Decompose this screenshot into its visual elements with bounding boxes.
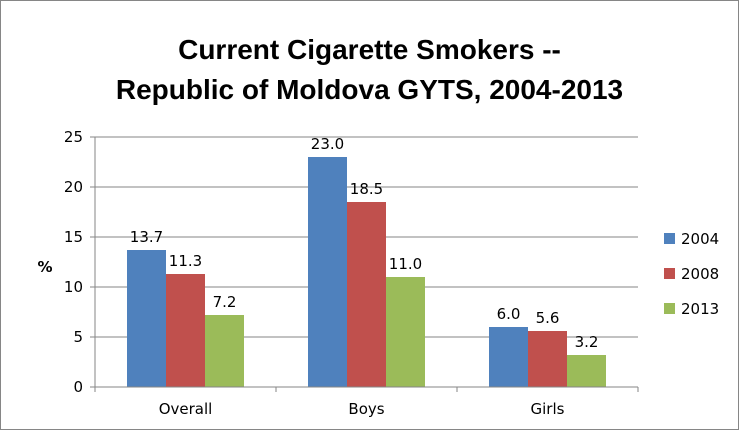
x-axis-ticks: Overall Boys Girls <box>95 386 638 418</box>
y-axis-ticks: 0 5 10 15 20 25 <box>64 128 83 396</box>
bar-2013-girls <box>567 355 606 387</box>
bar-2013-boys <box>386 277 425 387</box>
bar-2008-overall <box>166 274 205 387</box>
bar-2004-boys <box>308 157 347 387</box>
data-label: 6.0 <box>497 305 521 323</box>
x-tick-label: Overall <box>159 400 213 418</box>
legend-label: 2004 <box>681 230 719 248</box>
y-tick-label: 0 <box>73 378 83 396</box>
data-label: 11.0 <box>389 255 422 273</box>
bar-2008-girls <box>528 331 567 387</box>
legend-swatch-2004 <box>664 233 675 244</box>
data-label: 5.6 <box>536 309 560 327</box>
data-label: 11.3 <box>169 252 202 270</box>
y-tick-label: 10 <box>64 278 83 296</box>
legend-label: 2013 <box>681 300 719 318</box>
bar-2004-girls <box>489 327 528 387</box>
y-tick-label: 5 <box>73 328 83 346</box>
bar-2008-boys <box>347 202 386 387</box>
data-label: 3.2 <box>575 333 599 351</box>
y-tick-label: 20 <box>64 178 83 196</box>
x-tick-label: Girls <box>531 400 565 418</box>
legend-label: 2008 <box>681 265 719 283</box>
data-label: 23.0 <box>311 135 344 153</box>
chart-title: Current Cigarette Smokers -- Republic of… <box>0 30 739 110</box>
chart-title-line-2: Republic of Moldova GYTS, 2004-2013 <box>115 74 624 105</box>
y-axis-label: % <box>37 258 52 276</box>
bars <box>127 157 606 387</box>
y-tick-label: 25 <box>64 128 83 146</box>
bar-2004-overall <box>127 250 166 387</box>
bar-2013-overall <box>205 315 244 387</box>
y-tick-label: 15 <box>64 228 83 246</box>
legend: 2004 2008 2013 <box>664 230 719 318</box>
legend-swatch-2008 <box>664 268 675 279</box>
chart-title-line-1: Current Cigarette Smokers -- <box>178 34 561 65</box>
data-label: 18.5 <box>350 180 383 198</box>
legend-swatch-2013 <box>664 303 675 314</box>
x-tick-label: Boys <box>348 400 384 418</box>
data-label: 13.7 <box>130 228 163 246</box>
data-labels: 13.7 11.3 7.2 23.0 18.5 11.0 6.0 5.6 3.2 <box>130 135 599 351</box>
data-label: 7.2 <box>213 293 237 311</box>
